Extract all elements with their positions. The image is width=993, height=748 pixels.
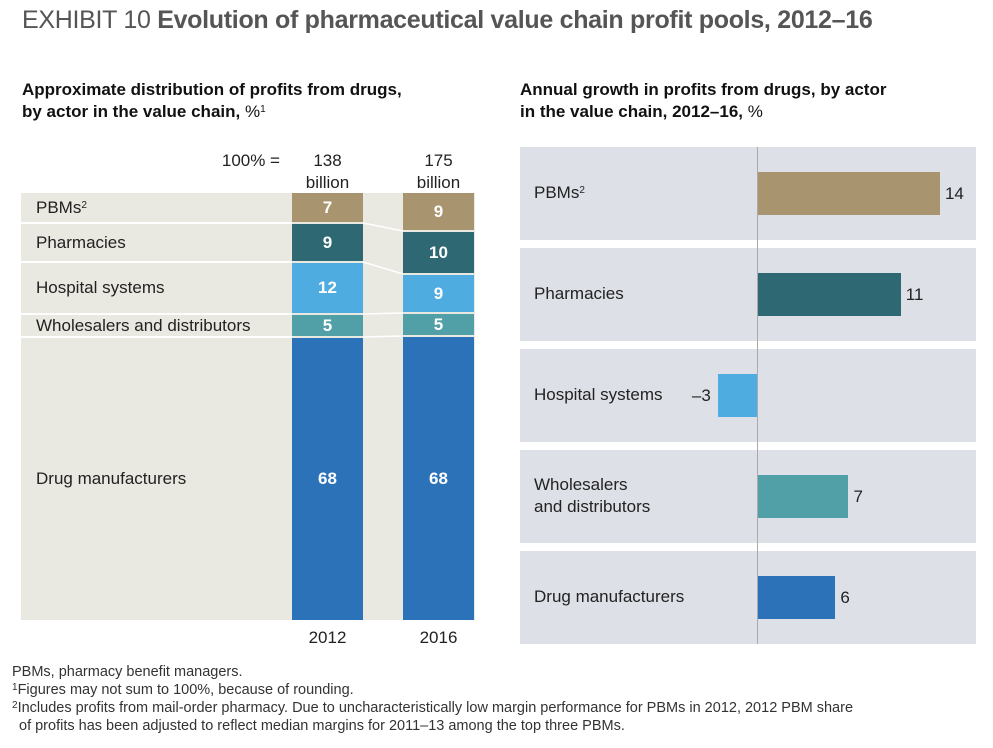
footnotes: PBMs, pharmacy benefit managers. 1Figure… — [12, 663, 853, 735]
footnote-text: Includes profits from mail-order pharmac… — [17, 700, 854, 716]
left-chart-title-line2: by actor in the value chain, %1 — [22, 101, 402, 123]
row-separator — [21, 222, 292, 224]
x-tick-2016: 2016 — [419, 628, 458, 647]
left-title-text: by actor in the value chain, — [22, 102, 241, 121]
right-title-unit: % — [747, 102, 763, 121]
data-label: 12 — [318, 278, 337, 297]
series-name: Pharmacies — [36, 232, 126, 252]
footnote-text: Figures may not sum to 100%, because of … — [17, 682, 354, 698]
zero-axis — [757, 147, 758, 644]
bar-segment-drug-manufacturers-2016: 68 — [403, 337, 474, 620]
total-value: 138 — [313, 151, 342, 170]
exhibit-number: EXHIBIT 10 — [22, 6, 151, 34]
footnote-mark: 1 — [260, 104, 266, 115]
category-label-line: Hospital systems — [534, 385, 663, 404]
bar-segment-hospital-systems-2016: 9 — [403, 275, 474, 312]
footnote-mark: 1 — [12, 682, 18, 693]
footnote-mark: 2 — [12, 700, 18, 711]
bar-segment-pbms-2012: 7 — [292, 193, 363, 222]
total-unit: billion — [305, 173, 350, 192]
data-label: 9 — [322, 232, 333, 252]
total-unit: billion — [416, 173, 461, 192]
category-label: Hospital systems — [534, 384, 662, 406]
value-label: 14 — [944, 184, 964, 203]
footnote-3: of profits has been adjusted to reflect … — [12, 717, 853, 735]
bar-segment-pharmacies-2016: 10 — [403, 232, 474, 273]
row-label-wholesalers-and-distributors: Wholesalers and distributors — [36, 315, 250, 336]
growth-bar — [757, 172, 940, 215]
footnote-text: PBMs, pharmacy benefit managers. — [12, 664, 243, 680]
x-tick-2012: 2012 — [308, 628, 347, 647]
exhibit-title: EXHIBIT 10 Evolution of pharmaceutical v… — [22, 6, 873, 35]
data-label: 7 — [322, 197, 333, 217]
category-label-line: PBMs2 — [534, 183, 585, 202]
row-separator — [21, 313, 292, 315]
bar-segment-pbms-2016: 9 — [403, 193, 474, 230]
category-label: PBMs2 — [534, 182, 585, 204]
growth-row: Wholesalers and distributors — [520, 450, 976, 543]
growth-bar — [757, 475, 849, 518]
category-label-line: Wholesalers — [534, 475, 628, 494]
footnote-2: 2Includes profits from mail-order pharma… — [12, 699, 853, 717]
footnote-mark: 2 — [81, 200, 87, 211]
data-label: 5 — [433, 314, 444, 334]
category-label: Wholesalers and distributors — [534, 474, 650, 518]
value-label: 11 — [905, 285, 924, 304]
data-label: 5 — [322, 315, 333, 335]
series-name: Hospital systems — [36, 278, 165, 297]
total-value: 175 — [424, 151, 453, 170]
row-separator — [21, 336, 292, 338]
row-label-hospital-systems: Hospital systems — [36, 263, 164, 313]
right-title-text: in the value chain, 2012–16, — [520, 102, 744, 121]
left-title-unit: % — [244, 102, 261, 121]
right-chart-title-line1: Annual growth in profits from drugs, by … — [520, 80, 887, 99]
row-label-drug-manufacturers: Drug manufacturers — [36, 338, 186, 620]
total-2016: 175 billion — [393, 150, 484, 194]
value-label: –3 — [691, 386, 711, 405]
footnote-text: of profits has been adjusted to reflect … — [19, 718, 625, 734]
bar-segment-wholesalers-and-distributors-2012: 5 — [292, 315, 363, 336]
total-2012: 138 billion — [282, 150, 373, 194]
category-label-line: Pharmacies — [534, 284, 624, 303]
growth-row: Drug manufacturers — [520, 551, 976, 644]
category-label-line: Drug manufacturers — [534, 587, 685, 606]
exhibit-title-text: Evolution of pharmaceutical value chain … — [157, 6, 873, 34]
bar-segment-drug-manufacturers-2012: 68 — [292, 338, 363, 620]
data-label: 68 — [318, 469, 337, 488]
data-label: 68 — [429, 468, 448, 488]
growth-bar — [757, 576, 836, 619]
row-separator — [21, 261, 292, 263]
growth-bar — [757, 273, 901, 316]
bar-segment-wholesalers-and-distributors-2016: 5 — [403, 314, 474, 335]
left-chart-title: Approximate distribution of profits from… — [22, 79, 402, 123]
right-chart-title-line2: in the value chain, 2012–16, % — [520, 101, 886, 123]
row-label-pbms: PBMs 2 — [36, 193, 87, 222]
bar-segment-hospital-systems-2012: 12 — [292, 263, 363, 313]
row-label-pharmacies: Pharmacies — [36, 224, 126, 261]
category-label: Pharmacies — [534, 283, 624, 305]
left-chart-title-line1: Approximate distribution of profits from… — [22, 80, 402, 99]
footnote-mark: 2 — [579, 185, 585, 196]
total-label: 100% = — [221, 151, 280, 170]
footnote-0: PBMs, pharmacy benefit managers. — [12, 663, 853, 681]
category-label-line: and distributors — [534, 497, 651, 516]
value-label: 6 — [840, 588, 850, 607]
growth-bar — [717, 374, 757, 417]
right-chart-title: Annual growth in profits from drugs, by … — [520, 79, 886, 123]
category-label: Drug manufacturers — [534, 586, 684, 608]
series-name: PBMs — [36, 197, 82, 217]
bar-segment-pharmacies-2012: 9 — [292, 224, 363, 261]
value-label: 7 — [853, 487, 863, 506]
data-label: 9 — [433, 201, 444, 221]
footnote-1: 1Figures may not sum to 100%, because of… — [12, 681, 853, 699]
series-name: Drug manufacturers — [36, 469, 187, 488]
series-name: Wholesalers and distributors — [36, 315, 251, 335]
data-label: 9 — [433, 283, 444, 303]
data-label: 10 — [429, 242, 448, 262]
